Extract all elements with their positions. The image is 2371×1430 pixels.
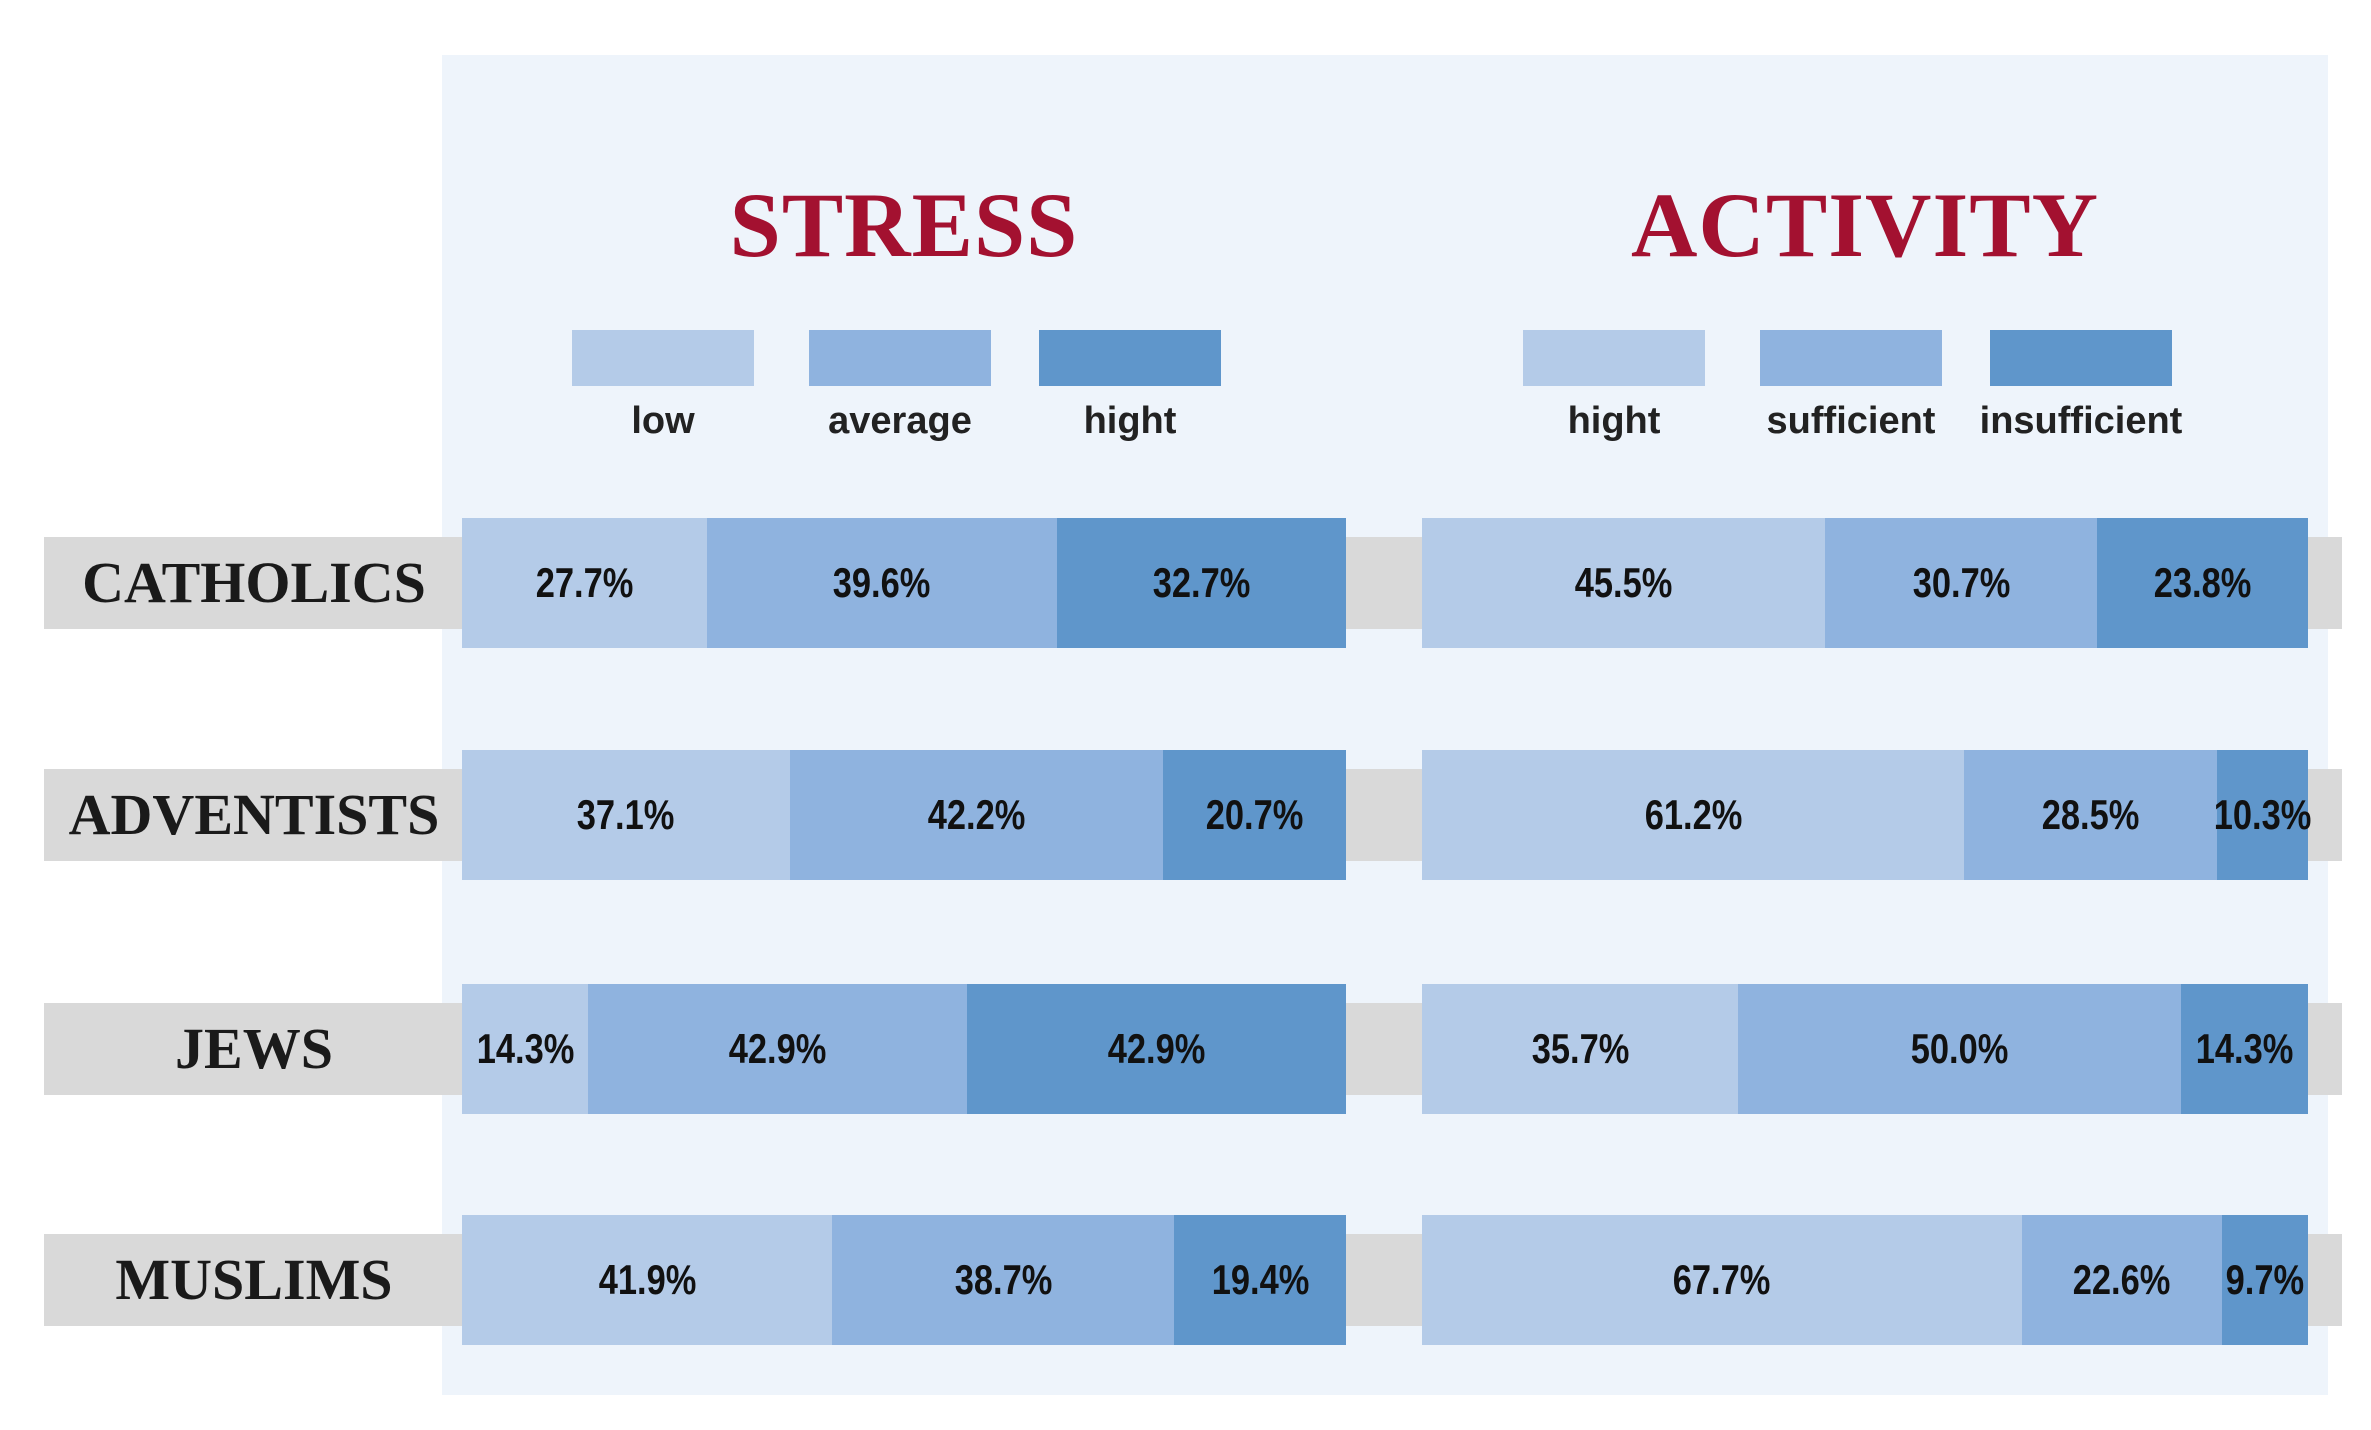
row-label-catholics: CATHOLICS [82, 550, 426, 615]
data-label: 35.7% [1531, 1025, 1629, 1072]
legend-label-activity-sufficient: sufficient [1766, 400, 1936, 442]
bar-segment-activity-adventists-insufficient: 10.3% [2214, 750, 2311, 880]
data-label: 23.8% [2153, 559, 2252, 606]
bar-segment-activity-catholics-sufficient: 30.7% [1825, 518, 2098, 648]
data-label: 19.4% [1211, 1256, 1310, 1303]
data-label: 38.7% [954, 1256, 1053, 1303]
data-label: 37.1% [577, 791, 675, 838]
row-label-jews: JEWS [175, 1016, 333, 1081]
stacked-bar-stress-adventists: 37.1% 42.2% 20.7% [462, 750, 1346, 880]
data-label: 10.3% [2213, 791, 2312, 838]
bar-segment-stress-muslims-hight: 19.4% [1174, 1215, 1346, 1345]
stacked-bar-activity-adventists: 61.2% 28.5% 10.3% [1422, 750, 2311, 880]
activity-chart-title: ACTIVITY [1630, 174, 2100, 276]
bar-segment-stress-adventists-hight: 20.7% [1163, 750, 1346, 880]
stacked-bar-activity-jews: 35.7% 50.0% 14.3% [1422, 984, 2308, 1114]
stress-chart-title: STRESS [729, 174, 1079, 276]
bar-segment-activity-adventists-hight: 61.2% [1422, 750, 1965, 880]
bar-segment-stress-adventists-average: 42.2% [789, 750, 1163, 880]
data-label: 14.3% [2195, 1025, 2294, 1072]
data-label: 20.7% [1205, 791, 1304, 838]
bar-segment-activity-muslims-hight: 67.7% [1422, 1215, 2022, 1345]
legend-swatch-activity-sufficient [1760, 330, 1942, 386]
bar-segment-activity-muslims-sufficient: 22.6% [2021, 1215, 2223, 1345]
legend-label-stress-low: low [631, 400, 695, 442]
bar-segment-stress-jews-low: 14.3% [462, 984, 589, 1114]
stacked-bar-activity-muslims: 67.7% 22.6% 9.7% [1422, 1215, 2308, 1345]
legend-swatch-stress-hight [1039, 330, 1221, 386]
bar-segment-stress-muslims-low: 41.9% [462, 1215, 833, 1345]
stacked-bar-stress-jews: 14.3% 42.9% 42.9% [462, 984, 1346, 1114]
bar-segment-activity-catholics-insufficient: 23.8% [2097, 518, 2308, 648]
bar-segment-stress-catholics-hight: 32.7% [1056, 518, 1346, 648]
data-label: 9.7% [2225, 1256, 2305, 1303]
legend-swatch-stress-average [809, 330, 991, 386]
bar-segment-activity-muslims-insufficient: 9.7% [2222, 1215, 2308, 1345]
row-label-adventists: ADVENTISTS [68, 782, 440, 847]
legend-label-activity-insufficient: insufficient [1979, 400, 2183, 442]
bar-segment-activity-adventists-sufficient: 28.5% [1964, 750, 2217, 880]
bar-segment-stress-catholics-average: 39.6% [706, 518, 1057, 648]
row-label-muslims: MUSLIMS [115, 1247, 393, 1312]
bar-segment-activity-jews-insufficient: 14.3% [2181, 984, 2308, 1114]
bar-segment-activity-catholics-hight: 45.5% [1422, 518, 1826, 648]
data-label: 39.6% [833, 559, 931, 606]
bar-segment-activity-jews-hight: 35.7% [1422, 984, 1739, 1114]
data-label: 61.2% [1644, 791, 1742, 838]
data-label: 27.7% [535, 559, 634, 606]
data-label: 14.3% [476, 1025, 574, 1072]
stacked-bar-stress-catholics: 27.7% 39.6% 32.7% [462, 518, 1346, 648]
data-label: 41.9% [598, 1256, 697, 1303]
data-label: 28.5% [2041, 791, 2140, 838]
legend-label-activity-hight: hight [1567, 400, 1661, 442]
bar-segment-stress-muslims-average: 38.7% [832, 1215, 1175, 1345]
stacked-bar-stress-muslims: 41.9% 38.7% 19.4% [462, 1215, 1346, 1345]
bar-segment-stress-jews-hight: 42.9% [967, 984, 1346, 1114]
legend-swatch-activity-hight [1523, 330, 1705, 386]
legend-swatch-stress-low [572, 330, 754, 386]
bar-segment-stress-catholics-low: 27.7% [462, 518, 707, 648]
data-label: 42.9% [728, 1025, 827, 1072]
data-label: 67.7% [1673, 1256, 1771, 1303]
data-label: 30.7% [1912, 559, 2010, 606]
legend-label-stress-average: average [828, 400, 972, 442]
data-label: 45.5% [1574, 559, 1673, 606]
bar-segment-activity-jews-sufficient: 50.0% [1738, 984, 2182, 1114]
bar-segment-stress-jews-average: 42.9% [588, 984, 968, 1114]
bar-segment-stress-adventists-low: 37.1% [462, 750, 790, 880]
legend-swatch-activity-insufficient [1990, 330, 2172, 386]
chart-panel [442, 55, 2328, 1395]
data-label: 50.0% [1910, 1025, 2009, 1072]
legend-label-stress-hight: hight [1083, 400, 1177, 442]
data-label: 32.7% [1152, 559, 1251, 606]
data-label: 22.6% [2073, 1256, 2171, 1303]
data-label: 42.9% [1107, 1025, 1206, 1072]
stacked-bar-activity-catholics: 45.5% 30.7% 23.8% [1422, 518, 2308, 648]
data-label: 42.2% [927, 791, 1026, 838]
